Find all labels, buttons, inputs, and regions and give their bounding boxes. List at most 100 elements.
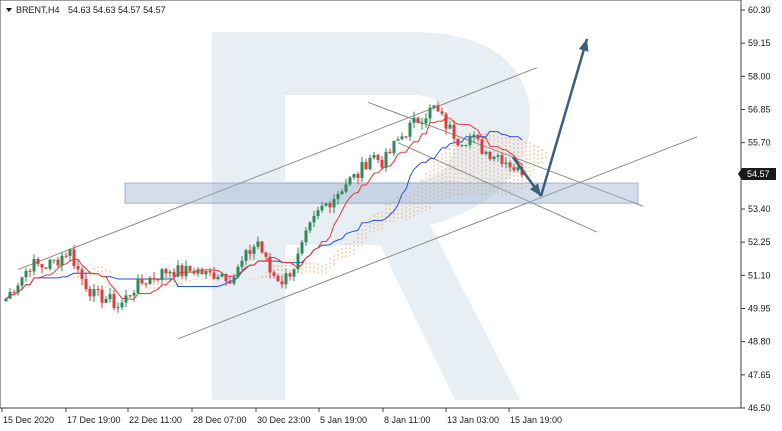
candle-body [328,203,332,208]
time-tick-label: 5 Jan 19:00 [320,415,367,425]
price-tick-label: 55.70 [748,138,771,148]
candle [252,244,256,260]
time-axis[interactable]: 15 Dec 2020 17 Dec 19:00 22 Dec 11:00 28 De… [1,408,562,425]
candle [112,289,116,311]
candle-body [504,162,508,165]
candle [40,263,44,274]
dropdown-triangle-icon[interactable] [6,8,12,12]
candle [176,260,180,278]
candle [120,299,124,311]
candle [400,132,404,140]
candle-body [44,267,48,269]
price-tick-label: 47.65 [748,370,771,380]
candle [184,260,188,280]
candle [308,221,312,233]
candle [80,266,84,286]
candle [344,178,348,194]
candle-body [284,273,288,285]
current-price-value: 54.57 [747,169,770,179]
candle [192,268,196,276]
forecast-rebound-arrow[interactable] [539,38,589,197]
candle [492,156,496,162]
candle [140,274,144,285]
support-zone-rect[interactable] [124,182,639,204]
candle [228,275,232,284]
candle-body [324,203,328,206]
candle-body [108,294,112,300]
candle [488,151,492,162]
candle-body [428,107,432,119]
candle-body [452,124,456,139]
candle-body [48,259,52,269]
candle [340,188,344,195]
candle-body [216,276,220,280]
candle [96,285,100,296]
candle [108,287,112,303]
candle-body [8,292,12,299]
candle-body [172,271,176,277]
candle [196,267,200,277]
price-axis[interactable]: 60.30 59.15 58.00 56.85 55.70 53.40 52.25 51.10… [741,5,771,413]
candle-body [304,230,308,243]
candle-body [40,264,44,268]
time-tick-label: 28 Dec 07:00 [193,415,247,425]
candle [56,256,60,268]
candle [236,264,240,279]
candle-body [372,155,376,158]
candle [200,267,204,275]
candle [4,297,8,302]
ascending-channel-upper[interactable] [17,67,538,271]
candle-body [476,134,480,140]
candle-body [332,199,336,208]
candle-body [512,167,516,171]
price-tick-label: 51.10 [748,270,771,280]
candle [104,296,108,304]
descending-channel-lower[interactable] [397,142,598,233]
candle [60,252,64,272]
candle [244,248,248,265]
candle-body [100,289,104,303]
candle-body [496,155,500,157]
candle-body [352,173,356,178]
candle [188,265,192,273]
ascending-channel-lower[interactable] [177,136,698,340]
candle [156,278,160,283]
candle-body [68,249,72,256]
candle-body [388,151,392,154]
candle-body [260,241,264,253]
candle-body [228,281,232,284]
candle-body [456,138,460,146]
candle [432,105,436,110]
candle [204,270,208,279]
candle [232,273,236,286]
price-tick-label: 52.25 [748,237,771,247]
candle-body [52,259,56,261]
candle-body [56,259,60,266]
candle [136,274,140,295]
candle [504,156,508,169]
candle-body [416,117,420,124]
candle-body [264,252,268,257]
candle [256,236,260,250]
candle [372,151,376,160]
candle [500,152,504,168]
candle-body [28,270,32,272]
candle-body [256,241,260,247]
candle [496,153,500,162]
forecast-arrows[interactable] [511,38,589,197]
price-tick-label: 56.85 [748,105,771,115]
candle [68,248,72,262]
candle-body [460,145,464,147]
candle-body [432,105,436,108]
candle-body [80,269,84,280]
price-tick-label: 53.40 [748,204,771,214]
candle [48,258,52,271]
support-zone[interactable] [124,182,639,204]
candle-body [156,279,160,281]
candle-body [188,266,192,272]
candle [460,144,464,148]
candle [248,244,252,260]
candle-body [212,272,216,280]
